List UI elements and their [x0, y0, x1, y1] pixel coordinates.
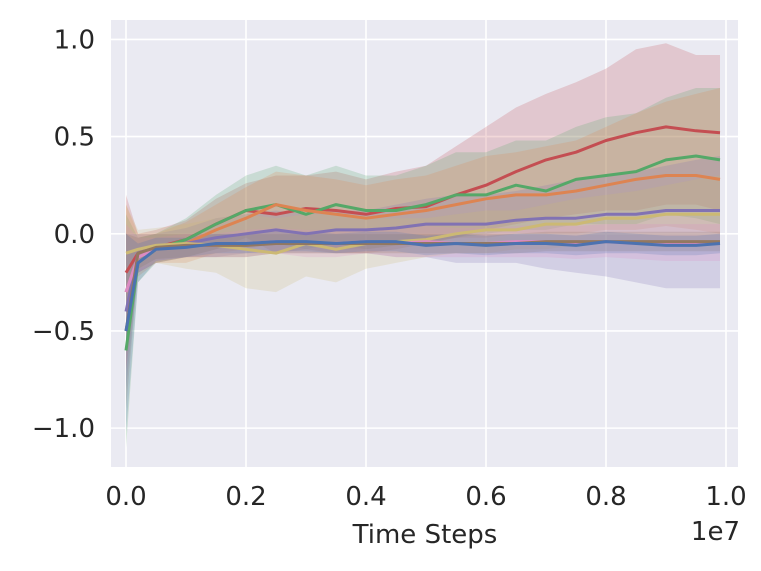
y-tick-label: 0.0 — [54, 220, 95, 250]
x-tick-label: 0.6 — [465, 482, 506, 512]
series-line — [124, 240, 721, 332]
y-tick-label: 0.5 — [54, 123, 95, 153]
x-axis-label: Time Steps — [352, 520, 498, 550]
x-tick-label: 0.8 — [585, 482, 626, 512]
series-band — [126, 88, 720, 370]
y-tick-label: −0.5 — [32, 317, 95, 347]
x-tick-label: 0.0 — [105, 482, 146, 512]
tick-labels: 0.0 0.2 0.4 0.6 0.8 1.0 −1.0 −0.5 0.0 0.5 1.0 — [32, 25, 747, 512]
x-tick-label: 1.0 — [705, 482, 746, 512]
x-tick-label: 0.2 — [225, 482, 266, 512]
series-lines — [124, 125, 721, 351]
series-band — [126, 231, 720, 409]
series-band — [126, 43, 720, 302]
y-tick-label: −1.0 — [32, 414, 95, 444]
series-line — [124, 154, 721, 351]
series-band — [126, 88, 720, 448]
x-axis-offset-label: 1e7 — [691, 517, 740, 547]
series-line — [124, 209, 720, 312]
y-tick-label: 1.0 — [54, 25, 95, 55]
x-tick-label: 0.4 — [345, 482, 386, 512]
series-band — [126, 231, 720, 432]
series-line — [124, 174, 721, 293]
